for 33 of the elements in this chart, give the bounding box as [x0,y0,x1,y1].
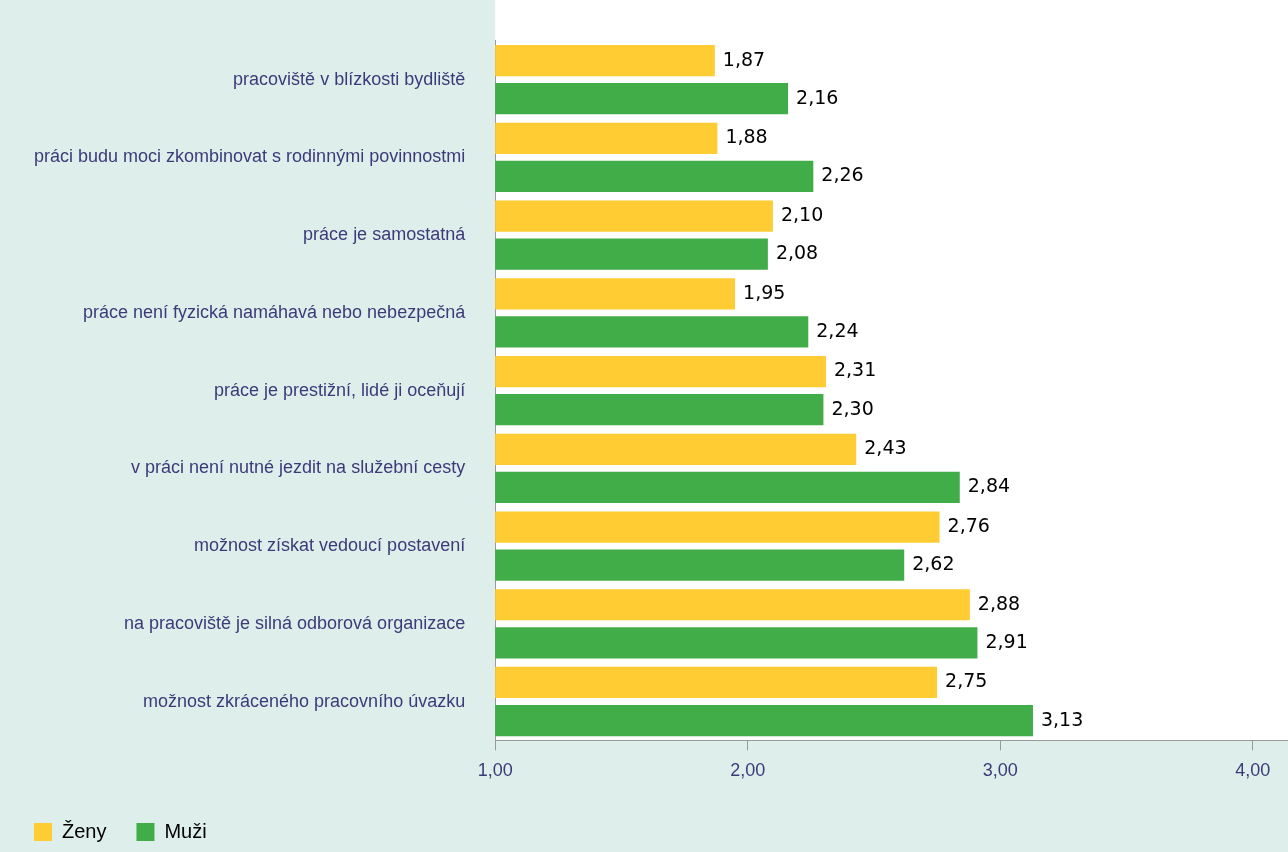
y-tick-label: možnost získat vedoucí postavení [194,535,466,556]
data-label: 1,87 [722,47,766,70]
data-label: 2,26 [821,163,864,186]
data-label: 2,16 [796,85,839,108]
data-label: 2,88 [977,591,1021,614]
data-label: 1,95 [743,280,786,303]
data-label: 3,13 [1040,707,1084,730]
y-tick-label: práci budu moci zkombinovat s rodinnými povinnostmi [33,146,466,167]
legend-label: Ženy [62,819,107,842]
y-tick-label: v práci není nutné jezdit na služební cesty [130,457,466,478]
data-label: 2,24 [816,318,859,341]
data-label: 2,76 [947,513,990,536]
y-tick-label: práce není fyzická namáhavá nebo nebezpečná [82,301,467,322]
data-label: 2,91 [985,629,1028,652]
data-label: 2,30 [831,396,874,419]
y-tick-label: práce je prestižní, lidé ji oceňují [214,379,466,400]
x-tick-label: 3,00 [982,760,1018,781]
data-label: 2,84 [967,474,1011,497]
y-tick-label: pracoviště v blízkosti bydliště [233,68,466,89]
data-label: 2,10 [780,203,824,226]
x-tick-label: 1,00 [477,760,513,781]
data-label: 2,08 [775,241,819,264]
y-tick-label: možnost zkráceného pracovního úvazku [143,690,466,711]
y-tick-label: práce je samostatná [303,224,467,245]
x-tick-label: 2,00 [730,760,766,781]
x-tick-label: 4,00 [1235,760,1271,781]
y-tick-label: na pracoviště je silná odborová organizace [123,612,466,633]
legend-label: Muži [164,819,207,842]
data-label: 1,88 [725,125,768,148]
data-label: 2,75 [945,669,988,692]
data-label: 2,62 [912,552,955,575]
data-label: 2,31 [833,358,877,381]
data-label: 2,43 [864,436,907,459]
